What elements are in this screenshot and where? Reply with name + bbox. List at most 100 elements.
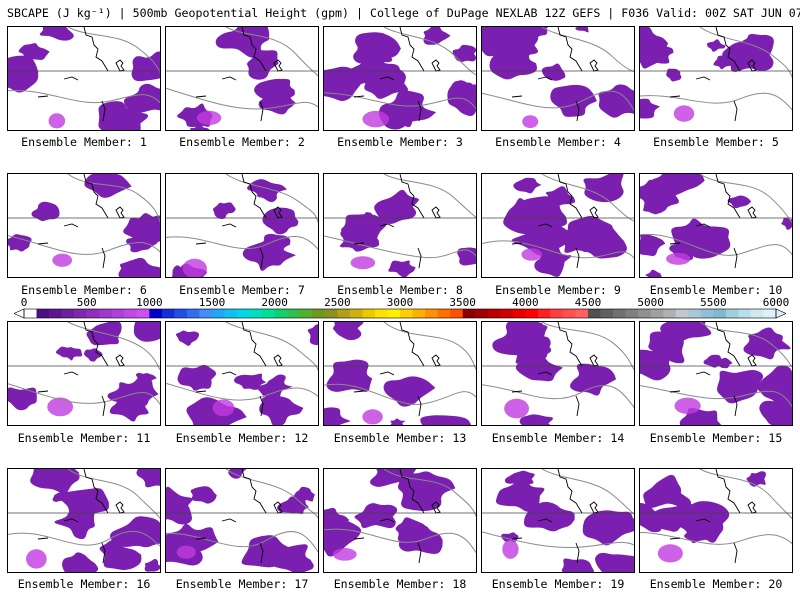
colorbar-swatch [124, 309, 138, 318]
coastline [511, 469, 599, 564]
cape-core [362, 409, 383, 425]
height-contour [482, 240, 634, 259]
cape-core [522, 115, 539, 129]
cape-core [504, 398, 530, 419]
cape-area [8, 387, 37, 411]
ensemble-member-label: Ensemble Member: 14 [491, 431, 625, 445]
cape-area [259, 395, 304, 425]
coastline [353, 27, 441, 122]
ensemble-member-label: Ensemble Member: 18 [333, 577, 467, 591]
cape-area [307, 324, 318, 346]
colorbar-swatch [450, 309, 463, 318]
cape-core [182, 258, 207, 277]
colorbar-swatch [575, 309, 589, 318]
cape-area [8, 234, 32, 252]
cape-area [746, 471, 766, 487]
cape-area [52, 492, 69, 502]
ensemble-member-panel [323, 173, 477, 278]
cape-area [423, 27, 451, 45]
colorbar-max-arrow [775, 308, 786, 319]
colorbar-swatch [700, 309, 714, 318]
cape-area [541, 63, 566, 81]
cape-area [512, 322, 548, 346]
coastline [37, 174, 125, 269]
coastline [353, 174, 441, 269]
cape-area [99, 539, 142, 570]
colorbar-swatch [387, 309, 401, 318]
cape-core [52, 253, 73, 267]
coastline [511, 322, 599, 417]
cape-area [640, 98, 661, 119]
coastline [195, 322, 283, 417]
cape-area [54, 505, 95, 540]
ensemble-member-label: Ensemble Member: 1 [21, 135, 147, 149]
cape-area [273, 544, 314, 572]
coastline [669, 469, 757, 564]
cape-core [212, 399, 235, 417]
cape-area [645, 269, 662, 277]
cape-area [717, 370, 764, 404]
colorbar-swatch [688, 309, 702, 318]
colorbar-swatch [199, 309, 213, 318]
cape-core [47, 397, 74, 417]
cape-area [727, 195, 752, 209]
colorbar-swatch [600, 309, 614, 318]
colorbar-swatch [500, 309, 514, 318]
colorbar-swatch [174, 309, 188, 318]
colorbar-scale [14, 308, 786, 319]
sbcape-map [324, 174, 476, 277]
cape-core [666, 252, 691, 265]
cape-area [523, 501, 575, 532]
cape-area [277, 496, 309, 514]
colorbar-swatch [588, 309, 601, 318]
height-contour [482, 384, 634, 409]
cape-area [561, 558, 595, 572]
cape-area [175, 330, 200, 346]
coastline [37, 27, 125, 122]
cape-area [673, 174, 693, 183]
cape-area [341, 213, 388, 248]
cape-area [262, 207, 299, 235]
cape-area [258, 93, 296, 115]
colorbar-swatch [512, 309, 526, 318]
ensemble-member-label: Ensemble Member: 8 [337, 283, 463, 297]
colorbar-swatch [224, 309, 238, 318]
ensemble-member-panel [481, 468, 635, 573]
cape-area [781, 217, 792, 230]
cape-area [123, 83, 160, 114]
cape-area [326, 359, 373, 392]
height-contour [324, 92, 476, 110]
coastline [669, 174, 757, 269]
ensemble-member-label: Ensemble Member: 13 [333, 431, 467, 445]
ensemble-member-panel [165, 468, 319, 573]
colorbar-swatch [550, 309, 564, 318]
sbcape-map [166, 469, 318, 572]
colorbar-swatch [374, 309, 388, 318]
cape-core [673, 105, 695, 122]
height-contour [640, 233, 792, 256]
coastline [37, 469, 125, 564]
ensemble-member-panel [7, 173, 161, 278]
height-contour [640, 531, 792, 545]
cape-area [388, 260, 416, 277]
cape-area [177, 364, 217, 391]
sbcape-map [482, 174, 634, 277]
cape-area [648, 331, 685, 364]
colorbar-swatch [262, 309, 275, 318]
cape-area [189, 123, 210, 130]
cape-area [640, 46, 662, 69]
colorbar-swatch [425, 309, 438, 318]
coastline [511, 174, 599, 269]
colorbar-tick-label: 500 [76, 296, 97, 309]
ensemble-member-panel [481, 26, 635, 131]
colorbar-swatch [274, 309, 288, 318]
sbcape-map [324, 322, 476, 425]
colorbar-swatch [750, 309, 764, 318]
colorbar-swatch [299, 309, 313, 318]
colorbar-tick-label: 5000 [637, 296, 664, 309]
cape-area [383, 376, 436, 407]
height-contour [383, 174, 476, 219]
colorbar-swatch [61, 309, 75, 318]
colorbar-swatch [437, 309, 451, 318]
height-contour [225, 469, 318, 519]
